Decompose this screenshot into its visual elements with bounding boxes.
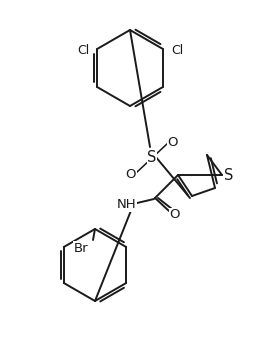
Text: O: O [126,168,136,181]
Text: NH: NH [117,199,137,211]
Text: O: O [168,136,178,149]
Text: Cl: Cl [77,45,89,57]
Text: S: S [224,168,234,183]
Text: Br: Br [74,241,88,255]
Text: Cl: Cl [171,45,183,57]
Text: S: S [147,151,157,166]
Text: O: O [170,208,180,221]
